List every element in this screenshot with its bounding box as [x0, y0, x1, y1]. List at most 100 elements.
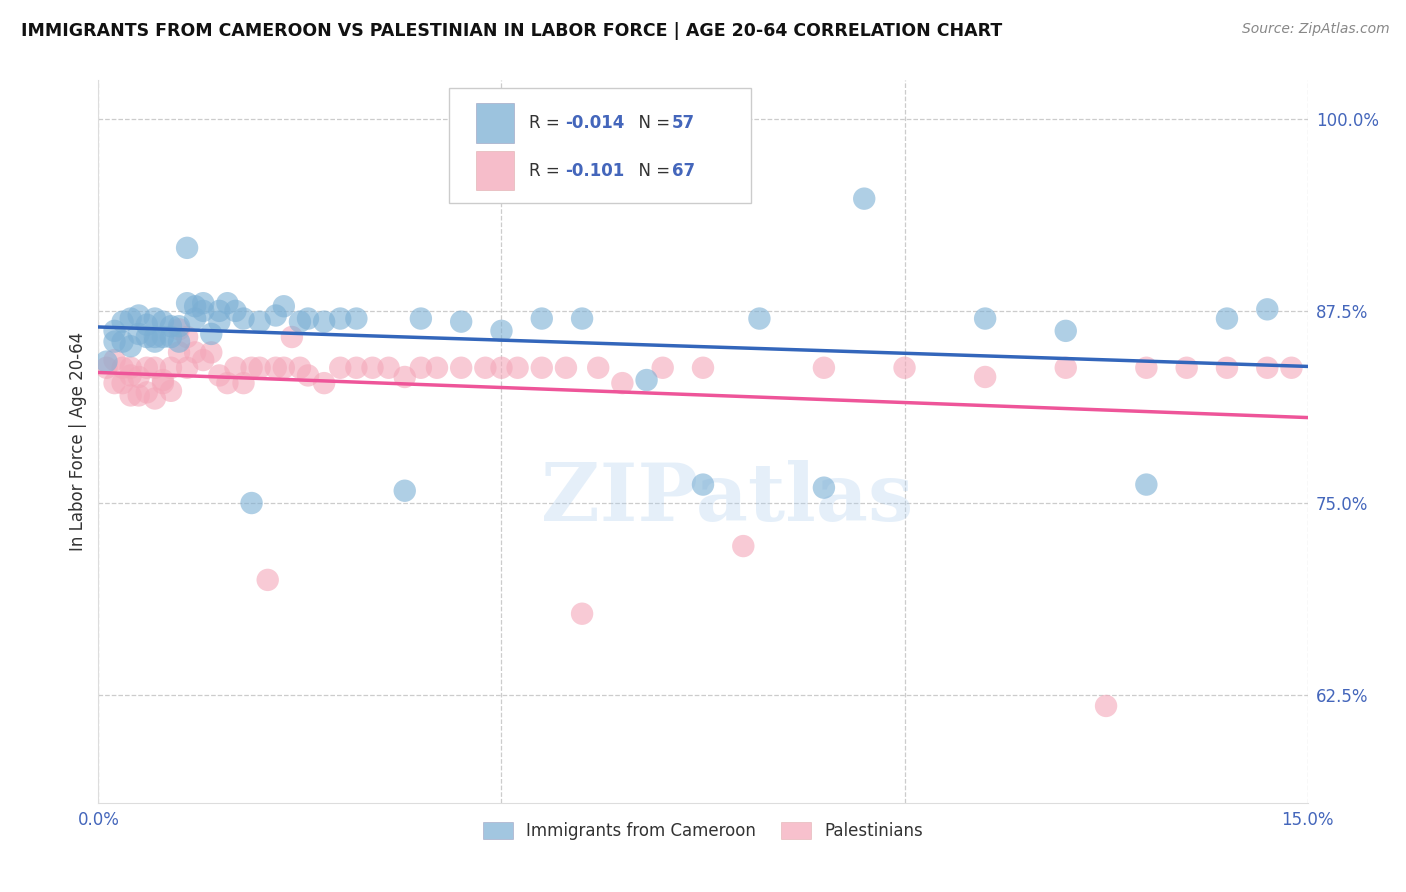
- Point: [394, 483, 416, 498]
- Point: [651, 360, 673, 375]
- Point: [853, 192, 876, 206]
- Point: [103, 334, 125, 349]
- Point: [240, 496, 263, 510]
- Point: [974, 311, 997, 326]
- Point: [135, 318, 157, 332]
- Point: [344, 360, 367, 375]
- Point: [692, 477, 714, 491]
- Point: [224, 360, 246, 375]
- Point: [314, 315, 336, 329]
- Point: [217, 376, 239, 391]
- Point: [249, 360, 271, 375]
- Point: [193, 296, 215, 310]
- Point: [612, 376, 634, 391]
- FancyBboxPatch shape: [475, 151, 515, 191]
- Point: [200, 326, 222, 341]
- Point: [1054, 360, 1077, 375]
- Point: [288, 315, 311, 329]
- Text: -0.101: -0.101: [565, 161, 624, 179]
- Point: [273, 360, 295, 375]
- Point: [1216, 311, 1239, 326]
- Point: [160, 384, 183, 398]
- Point: [167, 345, 190, 359]
- Point: [224, 304, 246, 318]
- Point: [813, 481, 835, 495]
- Point: [103, 353, 125, 368]
- Point: [1281, 360, 1303, 375]
- Point: [96, 360, 118, 375]
- Point: [120, 311, 142, 326]
- Point: [240, 360, 263, 375]
- Point: [1216, 360, 1239, 375]
- Point: [1135, 477, 1157, 491]
- Text: ZIPatlas: ZIPatlas: [541, 460, 914, 539]
- Point: [143, 311, 166, 326]
- Point: [128, 309, 150, 323]
- Point: [1135, 360, 1157, 375]
- Point: [450, 315, 472, 329]
- Text: 67: 67: [672, 161, 695, 179]
- Point: [176, 360, 198, 375]
- Point: [264, 309, 287, 323]
- FancyBboxPatch shape: [449, 87, 751, 203]
- Point: [103, 324, 125, 338]
- Point: [143, 392, 166, 406]
- Point: [530, 360, 553, 375]
- Point: [450, 360, 472, 375]
- Point: [135, 385, 157, 400]
- Point: [160, 360, 183, 375]
- Point: [152, 315, 174, 329]
- Point: [120, 360, 142, 375]
- Text: IMMIGRANTS FROM CAMEROON VS PALESTINIAN IN LABOR FORCE | AGE 20-64 CORRELATION C: IMMIGRANTS FROM CAMEROON VS PALESTINIAN …: [21, 22, 1002, 40]
- Point: [409, 360, 432, 375]
- Point: [1256, 360, 1278, 375]
- Point: [692, 360, 714, 375]
- Point: [167, 322, 190, 336]
- Point: [426, 360, 449, 375]
- FancyBboxPatch shape: [475, 103, 515, 143]
- Point: [111, 376, 134, 391]
- Point: [636, 373, 658, 387]
- Point: [893, 360, 915, 375]
- Point: [409, 311, 432, 326]
- Point: [813, 360, 835, 375]
- Point: [167, 319, 190, 334]
- Text: R =: R =: [529, 114, 565, 132]
- Point: [152, 330, 174, 344]
- Point: [176, 330, 198, 344]
- Text: R =: R =: [529, 161, 565, 179]
- Point: [232, 376, 254, 391]
- Point: [111, 315, 134, 329]
- Point: [208, 315, 231, 329]
- Point: [232, 311, 254, 326]
- Point: [748, 311, 770, 326]
- Y-axis label: In Labor Force | Age 20-64: In Labor Force | Age 20-64: [69, 332, 87, 551]
- Legend: Immigrants from Cameroon, Palestinians: Immigrants from Cameroon, Palestinians: [474, 814, 932, 848]
- Point: [491, 360, 513, 375]
- Point: [160, 319, 183, 334]
- Point: [344, 311, 367, 326]
- Point: [193, 304, 215, 318]
- Point: [281, 330, 304, 344]
- Point: [160, 330, 183, 344]
- Point: [152, 373, 174, 387]
- Point: [167, 334, 190, 349]
- Point: [184, 311, 207, 326]
- Point: [143, 360, 166, 375]
- Point: [193, 353, 215, 368]
- Point: [120, 388, 142, 402]
- Point: [128, 370, 150, 384]
- Text: N =: N =: [628, 114, 675, 132]
- Point: [288, 360, 311, 375]
- Point: [200, 345, 222, 359]
- Point: [152, 376, 174, 391]
- Point: [394, 370, 416, 384]
- Point: [329, 311, 352, 326]
- Point: [96, 354, 118, 368]
- Point: [314, 376, 336, 391]
- Text: Source: ZipAtlas.com: Source: ZipAtlas.com: [1241, 22, 1389, 37]
- Point: [474, 360, 496, 375]
- Point: [586, 360, 609, 375]
- Point: [111, 360, 134, 375]
- Point: [128, 326, 150, 341]
